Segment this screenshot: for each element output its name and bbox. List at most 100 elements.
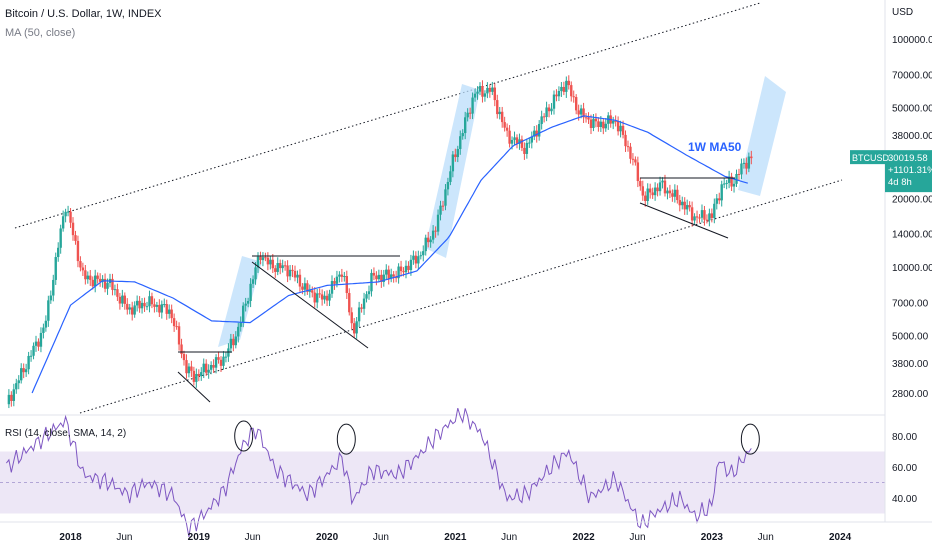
candle-body (557, 91, 561, 97)
rsi-circle-2 (336, 423, 356, 455)
candle-body (34, 341, 38, 346)
last-price-change: +1101.31% (888, 165, 932, 176)
candle-body (64, 211, 67, 217)
candle-body (308, 290, 311, 292)
candle-body (740, 163, 743, 175)
candle-body (648, 188, 652, 193)
candle-body (685, 205, 689, 210)
candle-body (251, 279, 255, 284)
candle-body (703, 210, 706, 220)
candle-body (229, 338, 233, 349)
candle-body (634, 159, 637, 163)
candle-body (708, 213, 711, 221)
candle-body (417, 256, 420, 264)
candle-body (224, 356, 228, 358)
candle-body (365, 294, 368, 299)
candle-body (451, 154, 455, 172)
pattern-line-2 (177, 371, 211, 403)
candle-body (259, 256, 262, 261)
candle-body (197, 373, 201, 377)
candle-body (66, 211, 70, 213)
candle-body (343, 276, 346, 278)
candle-body (579, 108, 583, 115)
candle-body (705, 219, 709, 221)
candle-body (629, 146, 632, 159)
rsi-tick-label: 60.00 (892, 463, 917, 474)
rsi-label: RSI (14, close, SMA, 14, 2) (5, 428, 126, 439)
candle-body (101, 278, 104, 282)
candle-body (550, 108, 553, 112)
candle-body (656, 187, 659, 192)
candle-body (143, 302, 146, 307)
candle-body (264, 257, 267, 259)
candle-body (700, 210, 704, 218)
candle-body (476, 91, 479, 94)
bar-countdown: 4d 8h (888, 177, 912, 188)
last-price-value: 30019.58 (888, 153, 928, 164)
candle-body (481, 85, 484, 97)
candle-body (540, 116, 543, 125)
symbol-label: BTCUSD (852, 153, 890, 163)
candle-body (523, 147, 526, 154)
last-price-badge (885, 150, 932, 193)
time-tick-label: 2021 (444, 532, 467, 543)
candle-body (153, 304, 156, 307)
candle-body (594, 118, 598, 122)
candle-body (653, 187, 657, 196)
candle-body (269, 259, 272, 265)
candle-body (98, 278, 102, 282)
candle-body (468, 112, 472, 114)
candle-body (123, 295, 127, 304)
candle-body (118, 296, 122, 304)
candle-body (163, 304, 166, 306)
candle-body (713, 203, 716, 218)
candle-body (76, 240, 80, 262)
candle-body (434, 230, 437, 232)
rsi-circle-3 (740, 423, 760, 455)
candle-body (325, 295, 329, 301)
candle-body (160, 304, 164, 313)
candle-body (177, 326, 181, 345)
candle-body (552, 94, 556, 109)
candle-body (281, 265, 284, 269)
time-tick-label: Jun (501, 532, 517, 543)
candle-body (217, 357, 220, 360)
candle-body (360, 307, 363, 309)
candle-body (562, 86, 566, 92)
candle-body (382, 274, 385, 282)
candle-body (498, 111, 501, 115)
rsi-band (0, 451, 885, 514)
candle-body (720, 184, 723, 201)
candle-body (61, 216, 65, 229)
time-tick-label: 2024 (829, 532, 852, 543)
candle-body (380, 274, 383, 282)
candle-body (323, 295, 326, 300)
candle-body (348, 293, 351, 313)
candle-body (693, 216, 696, 221)
candle-body (145, 306, 149, 308)
candle-body (570, 85, 573, 97)
candle-body (500, 111, 504, 123)
candle-body (200, 372, 203, 377)
candle-body (165, 304, 168, 314)
candle-body (747, 156, 751, 169)
time-tick-label: 2020 (316, 532, 339, 543)
candle-body (135, 300, 139, 306)
candle-body (298, 274, 302, 287)
ma-indicator-label: MA (50, close) (5, 27, 76, 39)
candle-body (271, 259, 275, 269)
candle-body (436, 214, 440, 232)
candle-body (296, 274, 299, 278)
candle-body (478, 85, 482, 92)
candle-body (222, 356, 225, 366)
candle-body (44, 320, 48, 328)
candle-body (79, 261, 82, 268)
candle-body (525, 142, 529, 154)
candle-body (249, 283, 252, 301)
candle-body (57, 247, 60, 258)
candle-body (661, 180, 664, 183)
candle-body (291, 269, 294, 271)
candle-body (646, 188, 649, 202)
candle-body (626, 146, 630, 148)
